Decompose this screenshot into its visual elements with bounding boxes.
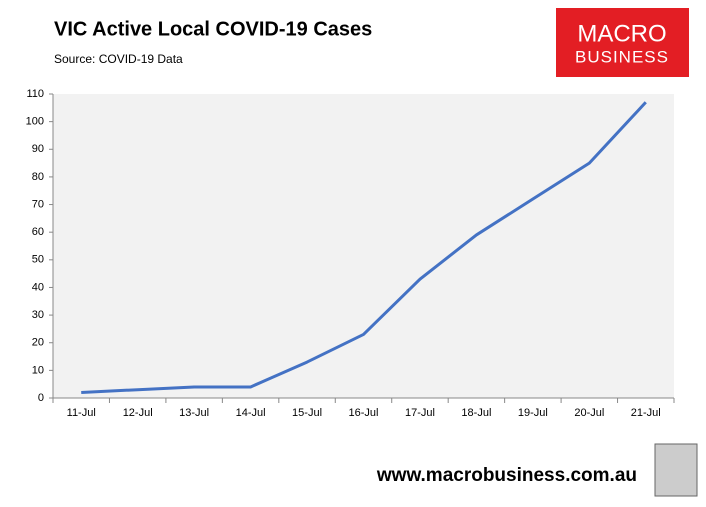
logo-text: BUSINESS	[575, 47, 669, 66]
y-tick-label: 30	[32, 309, 44, 321]
logo-text: MACRO	[577, 20, 666, 47]
x-tick-label: 12-Jul	[123, 407, 153, 419]
logo-box	[556, 8, 689, 77]
x-tick-label: 13-Jul	[179, 407, 209, 419]
x-tick-label: 19-Jul	[518, 407, 548, 419]
footer-url: www.macrobusiness.com.au	[376, 465, 637, 486]
x-tick-label: 17-Jul	[405, 407, 435, 419]
y-tick-label: 70	[32, 198, 44, 210]
x-tick-label: 18-Jul	[461, 407, 491, 419]
x-tick-label: 11-Jul	[67, 407, 96, 419]
y-tick-label: 0	[38, 392, 44, 404]
chart-title: VIC Active Local COVID-19 Cases	[54, 18, 372, 40]
wolf-icon	[654, 443, 698, 497]
data-line	[81, 101, 647, 394]
x-tick-label: 16-Jul	[349, 407, 379, 419]
x-tick-label: 21-Jul	[631, 407, 661, 419]
y-tick-label: 50	[32, 254, 44, 266]
chart-subtitle: Source: COVID-19 Data	[54, 52, 183, 66]
x-tick-label: 14-Jul	[236, 407, 266, 419]
y-tick-label: 110	[26, 88, 44, 100]
y-tick-label: 90	[32, 143, 44, 155]
x-tick-label: 15-Jul	[292, 407, 322, 419]
y-tick-label: 60	[32, 226, 44, 238]
y-tick-label: 20	[32, 337, 44, 349]
y-tick-label: 40	[32, 281, 44, 293]
y-tick-label: 10	[32, 364, 44, 376]
x-tick-label: 20-Jul	[574, 407, 604, 419]
y-tick-label: 80	[32, 171, 44, 183]
y-tick-label: 100	[26, 116, 44, 128]
plot-area	[53, 94, 674, 398]
